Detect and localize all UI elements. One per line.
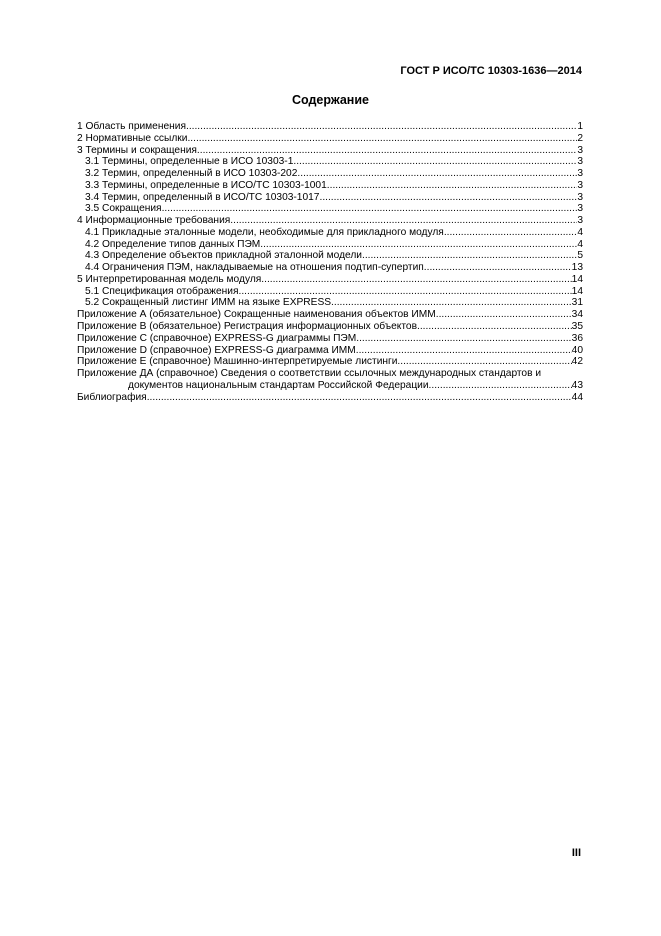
- toc-entry[interactable]: 3.2 Термин, определенный в ИСО 10303-202…: [77, 168, 583, 180]
- dot-leader: [319, 192, 577, 204]
- toc-entry-title: Приложение ДА (справочное) Сведения о со…: [77, 368, 542, 380]
- toc-entry[interactable]: 3.4 Термин, определенный в ИСО/ТС 10303-…: [77, 192, 583, 204]
- dot-leader: [147, 392, 572, 404]
- toc-entry-title: 5.1 Спецификация отображения: [85, 285, 239, 297]
- toc-entry-page: 4: [577, 238, 583, 250]
- dot-leader: [197, 145, 577, 157]
- toc-entry-title: 4.3 Определение объектов прикладной этал…: [85, 250, 362, 262]
- toc-entry-page: 5: [577, 250, 583, 262]
- toc-entry[interactable]: Приложение ДА (справочное) Сведения о со…: [77, 368, 583, 380]
- toc-entry-page: 14: [571, 285, 583, 297]
- toc-entry-page: 3: [577, 144, 583, 156]
- dot-leader: [356, 333, 571, 345]
- toc-entry-title: 4.2 Определение типов данных ПЭМ: [85, 238, 261, 250]
- toc-entry[interactable]: 2 Нормативные ссылки 2: [77, 133, 583, 145]
- toc-entry[interactable]: документов национальным стандартам Росси…: [77, 380, 583, 392]
- toc-entry-page: 3: [577, 168, 583, 180]
- page-number: III: [571, 847, 581, 859]
- toc-entry-title: 2 Нормативные ссылки: [77, 132, 188, 144]
- toc-entry[interactable]: Приложение А (обязательное) Сокращенные …: [77, 309, 583, 321]
- toc-entry-title: 3.3 Термины, определенные в ИСО/ТС 10303…: [85, 179, 327, 191]
- toc-entry-page: 42: [571, 356, 583, 368]
- dot-leader: [239, 286, 572, 298]
- toc-entry-title: Библиография: [77, 391, 147, 403]
- toc-entry[interactable]: 3.5 Сокращения 3: [77, 203, 583, 215]
- dot-leader: [444, 227, 578, 239]
- toc-entry-title: 3.2 Термин, определенный в ИСО 10303-202: [85, 168, 298, 180]
- dot-leader: [187, 133, 577, 145]
- toc-entry-title: Приложение Е (справочное) Машинно-интерп…: [77, 356, 398, 368]
- toc-entry-page: 34: [571, 309, 583, 321]
- dot-leader: [297, 168, 577, 180]
- toc-entry-title: 4.1 Прикладные эталонные модели, необход…: [85, 226, 444, 238]
- toc-entry-title: 4 Информационные требования: [77, 215, 231, 227]
- toc-entry[interactable]: Приложение В (обязательное) Регистрация …: [77, 321, 583, 333]
- toc-entry[interactable]: 5.1 Спецификация отображения 14: [77, 286, 583, 298]
- toc-entry-title: 3.4 Термин, определенный в ИСО/ТС 10303-…: [85, 191, 320, 203]
- toc-entry-title: 3 Термины и сокращения: [77, 144, 197, 156]
- toc-entry-page: 13: [571, 262, 583, 274]
- dot-leader: [293, 156, 577, 168]
- toc-entry-page: 31: [571, 297, 583, 309]
- toc-entry[interactable]: 3 Термины и сокращения 3: [77, 145, 583, 157]
- dot-leader: [417, 321, 572, 333]
- toc-entry[interactable]: 5 Интерпретированная модель модуля 14: [77, 274, 583, 286]
- toc-entry[interactable]: 3.1 Термины, определенные в ИСО 10303-1 3: [77, 156, 583, 168]
- document-header: ГОСТ Р ИСО/ТС 10303-1636—2014: [400, 65, 582, 77]
- toc-entry-page: 35: [571, 321, 583, 333]
- dot-leader: [230, 215, 577, 227]
- toc-entry[interactable]: 4.1 Прикладные эталонные модели, необход…: [77, 227, 583, 239]
- toc-entry[interactable]: 1 Область применения 1: [77, 121, 583, 133]
- toc-entry-title: 5 Интерпретированная модель модуля: [77, 273, 262, 285]
- dot-leader: [186, 121, 577, 133]
- toc-entry-title: Приложение В (обязательное) Регистрация …: [77, 321, 417, 333]
- toc-entry-page: 44: [571, 391, 583, 403]
- toc-entry-title: 1 Область применения: [77, 121, 186, 132]
- toc-entry-title: Приложение С (справочное) EXPRESS-G диаг…: [77, 332, 357, 344]
- toc-entry[interactable]: Библиография 44: [77, 392, 583, 404]
- toc-entry-page: 3: [577, 215, 583, 227]
- toc-entry[interactable]: 4.3 Определение объектов прикладной этал…: [77, 250, 583, 262]
- toc-entry[interactable]: 4 Информационные требования 3: [77, 215, 583, 227]
- toc-entry-page: 36: [571, 332, 583, 344]
- toc-entry-page: 14: [571, 273, 583, 285]
- toc-entry-title: 3.1 Термины, определенные в ИСО 10303-1: [85, 156, 294, 168]
- page-title: Содержание: [291, 93, 369, 107]
- dot-leader: [162, 203, 578, 215]
- dot-leader: [327, 180, 578, 192]
- dot-leader: [397, 356, 571, 368]
- toc-entry-title: 4.4 Ограничения ПЭМ, накладываемые на от…: [85, 262, 424, 274]
- toc-entry-title: 5.2 Сокращенный листинг ИММ на языке EXP…: [85, 297, 332, 309]
- toc-entry[interactable]: Приложение С (справочное) EXPRESS-G диаг…: [77, 333, 583, 345]
- toc-entry-page: 43: [571, 379, 583, 391]
- toc-entry-title: Приложение А (обязательное) Сокращенные …: [77, 309, 436, 321]
- dot-leader: [362, 250, 577, 262]
- dot-leader: [261, 274, 571, 286]
- toc-entry[interactable]: Приложение Е (справочное) Машинно-интерп…: [77, 356, 583, 368]
- toc-entry-page: 2: [577, 132, 583, 144]
- toc-entry-page: 3: [577, 179, 583, 191]
- toc-entry-title: 3.5 Сокращения: [85, 203, 162, 215]
- table-of-contents: 1 Область применения12 Нормативные ссылк…: [77, 121, 583, 403]
- dot-leader: [331, 297, 572, 309]
- toc-entry-page: 3: [577, 203, 583, 215]
- toc-entry-page: 4: [577, 226, 583, 238]
- dot-leader: [356, 345, 572, 357]
- dot-leader: [436, 309, 572, 321]
- toc-entry-page: 40: [571, 344, 583, 356]
- toc-entry-page: 3: [577, 191, 583, 203]
- toc-entry-page: 1: [577, 121, 583, 132]
- dot-leader: [260, 239, 577, 251]
- toc-entry-page: 3: [577, 156, 583, 168]
- toc-entry[interactable]: 4.2 Определение типов данных ПЭМ 4: [77, 239, 583, 251]
- toc-entry-title: Приложение D (справочное) EXPRESS-G диаг…: [77, 344, 356, 356]
- toc-entry-title: документов национальным стандартам Росси…: [128, 379, 429, 391]
- toc-entry[interactable]: 5.2 Сокращенный листинг ИММ на языке EXP…: [77, 297, 583, 309]
- dot-leader: [429, 380, 572, 392]
- toc-entry[interactable]: 3.3 Термины, определенные в ИСО/ТС 10303…: [77, 180, 583, 192]
- toc-entry[interactable]: Приложение D (справочное) EXPRESS-G диаг…: [77, 345, 583, 357]
- toc-entry[interactable]: 4.4 Ограничения ПЭМ, накладываемые на от…: [77, 262, 583, 274]
- dot-leader: [424, 262, 572, 274]
